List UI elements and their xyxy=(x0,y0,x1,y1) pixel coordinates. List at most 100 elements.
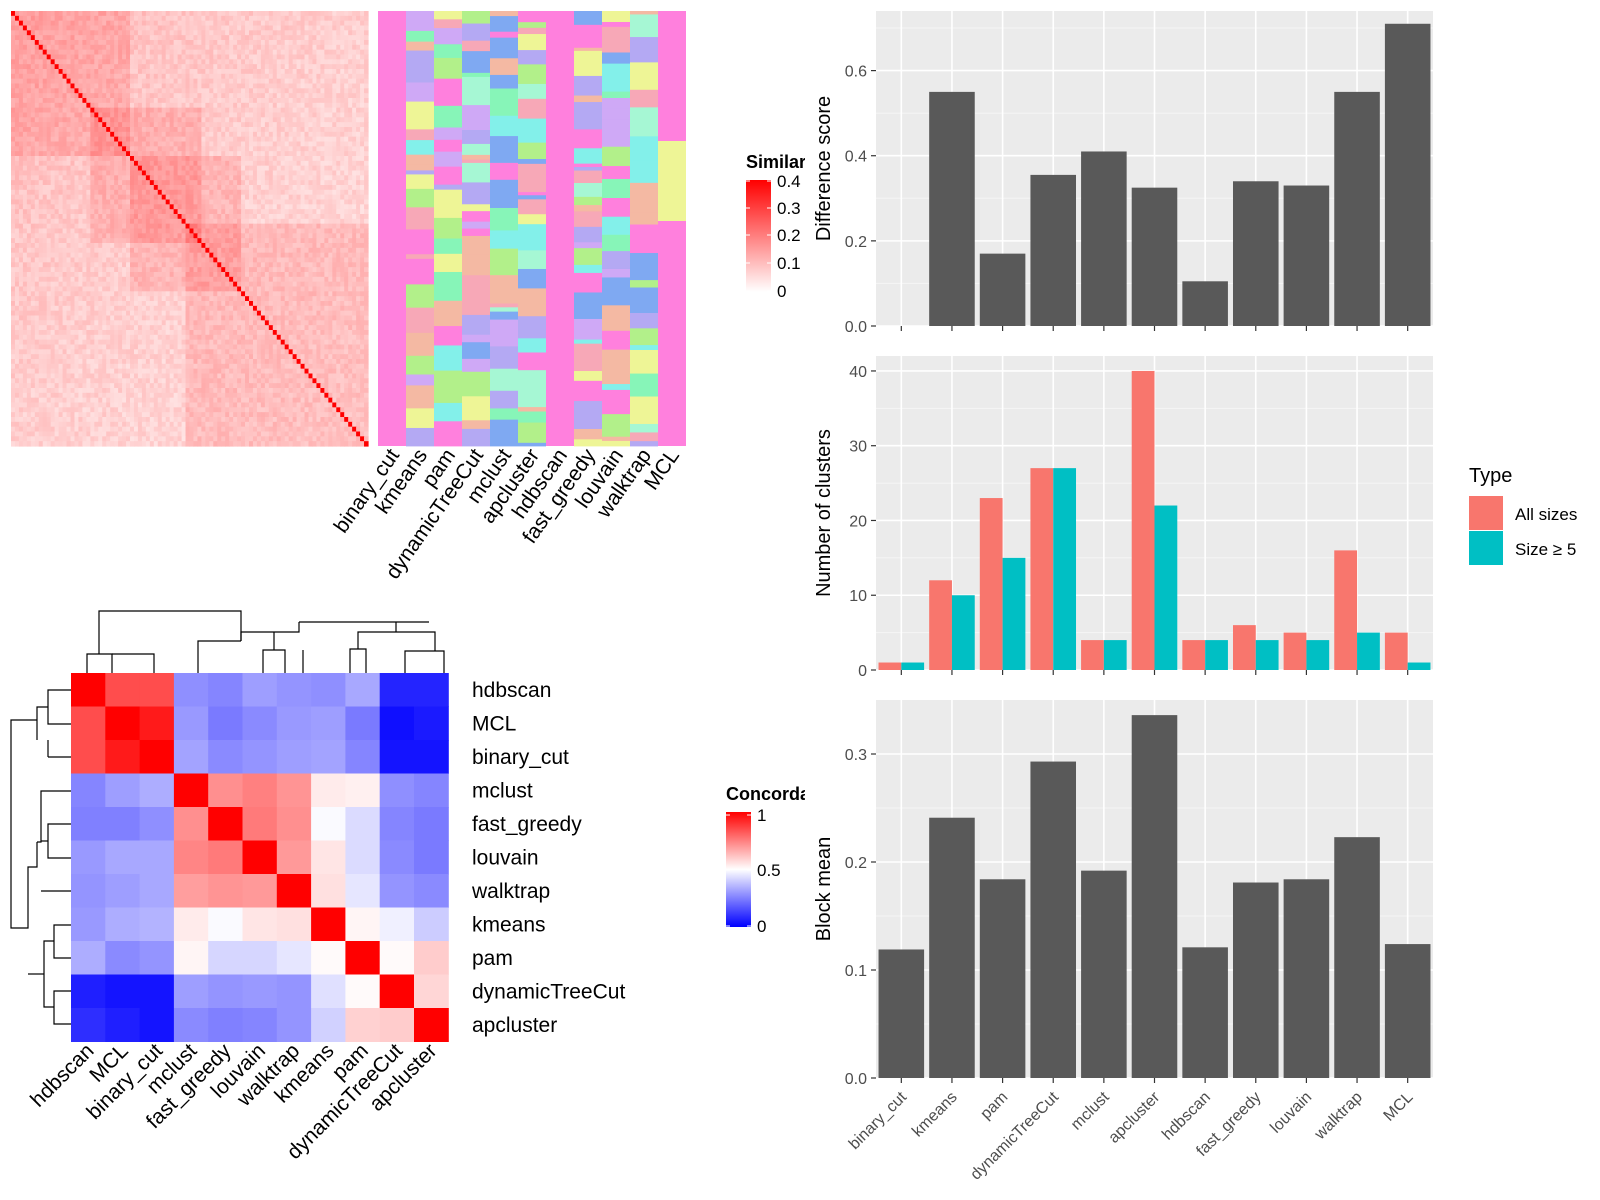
similarity-cell xyxy=(177,131,183,138)
similarity-cell xyxy=(14,83,20,89)
similarity-cell xyxy=(157,73,163,80)
similarity-cell xyxy=(102,189,107,196)
similarity-cell xyxy=(316,252,321,259)
similarity-cell xyxy=(122,146,127,152)
similarity-cell xyxy=(292,180,298,186)
similarity-cell xyxy=(324,35,329,41)
similarity-cell xyxy=(42,136,48,143)
similarity-cell xyxy=(145,262,151,268)
similarity-cell xyxy=(324,141,329,147)
similarity-cell xyxy=(58,11,64,17)
similarity-cell xyxy=(249,122,254,128)
similarity-cell xyxy=(114,276,119,283)
similarity-cell xyxy=(58,141,64,147)
similarity-cell xyxy=(252,102,258,109)
similarity-cell xyxy=(141,272,147,278)
similarity-cell xyxy=(141,127,147,133)
similarity-cell xyxy=(34,218,40,225)
similarity-cell xyxy=(308,262,314,268)
similarity-cell xyxy=(46,156,52,162)
similarity-cell xyxy=(18,117,24,123)
similarity-cell xyxy=(284,40,290,46)
similarity-cell xyxy=(356,243,361,249)
similarity-cell xyxy=(312,88,318,94)
similarity-cell xyxy=(22,93,28,99)
similarity-cell xyxy=(46,112,52,118)
similarity-cell xyxy=(312,11,318,17)
similarity-cell xyxy=(185,54,191,60)
similarity-cell xyxy=(34,238,40,244)
similarity-cell xyxy=(126,117,131,123)
similarity-cell xyxy=(18,214,24,220)
similarity-cell xyxy=(177,228,183,234)
similarity-cell xyxy=(189,267,195,273)
similarity-cell xyxy=(137,247,143,254)
similarity-cell xyxy=(245,238,250,244)
similarity-cell xyxy=(130,257,135,263)
similarity-cell xyxy=(364,35,369,41)
similarity-cell xyxy=(233,30,238,36)
similarity-cell xyxy=(252,112,258,118)
similarity-cell xyxy=(193,228,199,234)
similarity-cell xyxy=(38,151,44,157)
similarity-cell xyxy=(225,64,230,70)
similarity-cell xyxy=(288,243,294,249)
similarity-cell xyxy=(241,228,246,234)
similarity-cell xyxy=(130,267,135,273)
similarity-cell xyxy=(193,247,199,254)
similarity-cell xyxy=(145,15,151,22)
similarity-cell xyxy=(169,127,175,133)
similarity-cell xyxy=(233,49,238,56)
similarity-cell xyxy=(118,64,123,70)
similarity-cell xyxy=(70,122,76,128)
similarity-cell xyxy=(50,247,56,254)
similarity-cell xyxy=(90,218,95,225)
similarity-cell xyxy=(38,267,44,273)
similarity-cell xyxy=(98,151,103,157)
similarity-cell xyxy=(82,141,87,147)
similarity-cell xyxy=(276,127,282,133)
similarity-cell xyxy=(237,151,242,157)
similarity-cell xyxy=(18,25,24,31)
similarity-cell xyxy=(221,199,226,205)
similarity-cell xyxy=(118,233,123,239)
similarity-cell xyxy=(114,20,119,27)
similarity-cell xyxy=(58,151,64,157)
similarity-cell xyxy=(209,35,214,41)
similarity-cell xyxy=(225,165,230,172)
similarity-cell xyxy=(181,49,187,56)
similarity-cell xyxy=(276,243,282,249)
similarity-cell xyxy=(364,267,369,273)
similarity-cell xyxy=(153,102,159,109)
similarity-cell xyxy=(189,122,195,128)
similarity-cell xyxy=(320,122,325,128)
similarity-cell xyxy=(296,214,302,220)
similarity-cell xyxy=(328,160,333,167)
similarity-cell xyxy=(292,59,298,65)
similarity-cell xyxy=(165,204,171,210)
similarity-cell xyxy=(276,160,282,167)
similarity-cell xyxy=(161,209,167,215)
similarity-cell xyxy=(340,88,345,94)
similarity-cell xyxy=(197,141,202,147)
similarity-cell xyxy=(252,107,258,114)
similarity-cell xyxy=(213,170,218,176)
similarity-cell xyxy=(360,112,365,118)
similarity-cell xyxy=(344,64,349,70)
similarity-cell xyxy=(225,146,230,152)
similarity-cell xyxy=(86,64,91,70)
similarity-cell xyxy=(205,194,210,201)
similarity-cell xyxy=(197,199,202,205)
similarity-cell xyxy=(292,40,298,46)
similarity-cell xyxy=(173,160,179,167)
similarity-cell xyxy=(118,73,123,80)
similarity-cell xyxy=(308,185,314,191)
similarity-cell xyxy=(34,78,40,85)
similarity-cell xyxy=(149,175,155,181)
similarity-cell xyxy=(98,69,103,75)
similarity-cell xyxy=(201,160,206,167)
similarity-cell xyxy=(280,209,286,215)
similarity-cell xyxy=(304,257,310,263)
similarity-cell xyxy=(340,25,345,31)
similarity-cell xyxy=(70,146,76,152)
